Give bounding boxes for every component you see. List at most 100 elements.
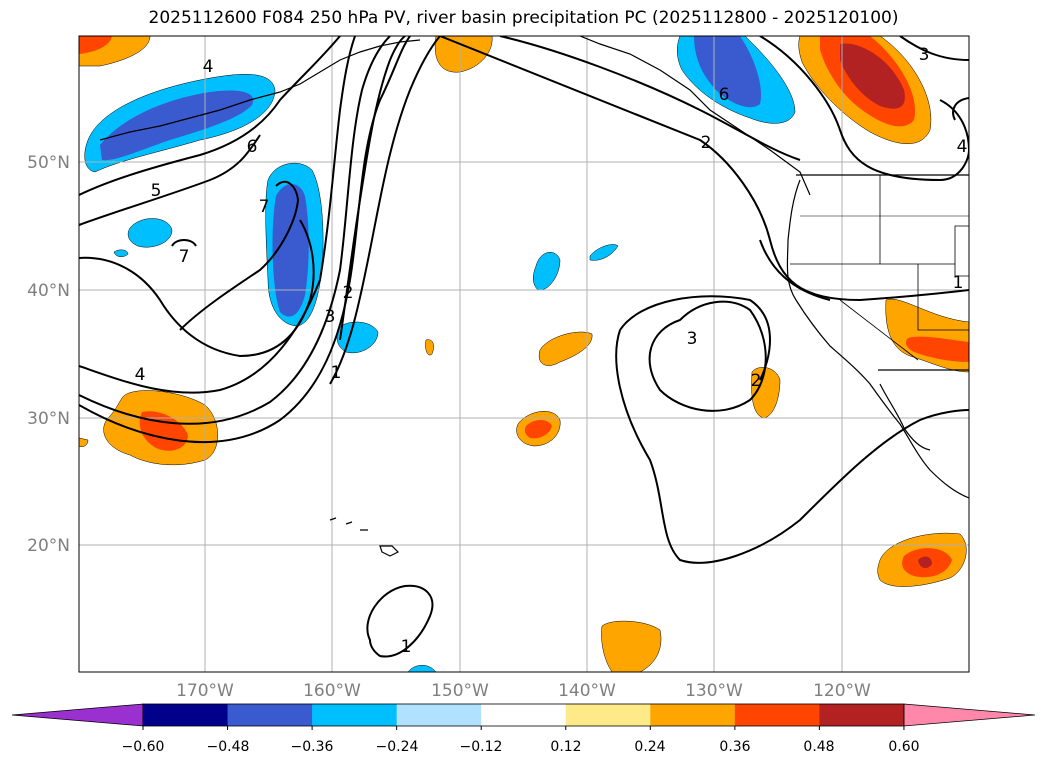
lon-label-140w: 140°W xyxy=(558,681,616,701)
pv-label: 3 xyxy=(687,329,698,349)
pv-contour-ridge xyxy=(439,36,969,302)
pv-label: 4 xyxy=(957,137,968,157)
negative-region-small2 xyxy=(113,249,129,257)
negative-region-small5 xyxy=(589,244,619,261)
lat-label-20n: 20°N xyxy=(27,536,70,556)
colorbar-tick-label: −0.12 xyxy=(460,739,503,755)
negative-core-aleutian xyxy=(100,90,254,161)
pv-label: 2 xyxy=(751,371,762,391)
map-area: 4 5 6 7 7 3 2 1 4 6 2 3 4 3 2 1 1 xyxy=(79,36,969,672)
colorbar-swatch xyxy=(734,704,820,726)
pv-contour-3low xyxy=(648,300,767,412)
pv-label: 5 xyxy=(151,181,162,201)
coastline-westcoast xyxy=(786,179,969,499)
pv-label: 3 xyxy=(919,45,930,65)
lon-label-170w: 170°W xyxy=(176,681,234,701)
latitude-axis: 50°N 40°N 30°N 20°N xyxy=(27,153,70,556)
pv-contour-2south xyxy=(759,239,831,301)
map-frame xyxy=(78,35,970,673)
negative-core-trough xyxy=(272,184,309,317)
pv-label: 2 xyxy=(343,283,354,303)
colorbar-swatches xyxy=(11,703,1036,727)
colorbar-tick-label: 0.36 xyxy=(719,739,750,755)
pv-label: 3 xyxy=(325,307,336,327)
lon-label-150w: 150°W xyxy=(431,681,489,701)
pv-label: 7 xyxy=(259,197,270,217)
pv-contour-2north xyxy=(499,36,801,161)
colorbar-swatch xyxy=(650,704,736,726)
map-title: 2025112600 F084 250 hPa PV, river basin … xyxy=(148,8,899,28)
colorbar: −0.60 −0.48 −0.36 −0.24 −0.12 0.12 0.24 … xyxy=(11,703,1036,755)
lon-label-120w: 120°W xyxy=(813,681,871,701)
pv-contour-7 xyxy=(179,180,300,331)
negative-core-north xyxy=(694,36,762,108)
colorbar-swatch xyxy=(396,704,482,726)
coastline-bc xyxy=(579,36,811,196)
colorbar-under-arrow xyxy=(11,703,144,727)
pv-contour-1low xyxy=(366,584,434,658)
pv-contour-3north xyxy=(759,36,969,182)
lat-label-30n: 30°N xyxy=(27,409,70,429)
pv-label: 4 xyxy=(135,365,146,385)
border-state3 xyxy=(917,264,969,331)
positive-core-mid2 xyxy=(524,420,552,439)
colorbar-swatch xyxy=(819,704,905,726)
pv-contour-6 xyxy=(79,134,261,226)
pv-label: 1 xyxy=(953,273,964,293)
pv-label: 1 xyxy=(401,637,412,657)
longitude-axis: 170°W 160°W 150°W 140°W 130°W 120°W xyxy=(176,681,871,701)
pv-contour-3ne xyxy=(899,36,969,61)
colorbar-tick-label: 0.12 xyxy=(550,739,581,755)
colorbar-tick-label: 0.24 xyxy=(634,739,665,755)
colorbar-swatch xyxy=(312,704,398,726)
negative-region-small1 xyxy=(127,218,173,248)
precip-pc-shading xyxy=(79,36,969,672)
pv-contours xyxy=(79,36,969,658)
hawaii-islands xyxy=(329,517,400,557)
positive-region-south xyxy=(601,620,662,672)
pv-contour-2loop xyxy=(619,295,771,381)
positive-region-mid xyxy=(538,331,593,366)
pv-label: 2 xyxy=(701,133,712,153)
pv-label: 6 xyxy=(719,85,730,105)
pv-contour-5 xyxy=(79,36,341,196)
colorbar-tick-label: 0.48 xyxy=(803,739,834,755)
colorbar-tick-label: 0.60 xyxy=(888,739,919,755)
pv-contour-loop xyxy=(79,219,315,358)
lon-label-160w: 160°W xyxy=(303,681,361,701)
pv-contour-7b xyxy=(171,239,197,247)
colorbar-tick-label: −0.24 xyxy=(376,739,419,755)
pv-label: 4 xyxy=(203,57,214,77)
pv-label: 6 xyxy=(247,137,258,157)
colorbar-tick-label: −0.60 xyxy=(122,739,165,755)
pv-label: 1 xyxy=(331,363,342,383)
colorbar-tick-label: −0.36 xyxy=(291,739,334,755)
pv-contour-outer2 xyxy=(79,36,391,425)
colorbar-tick-label: −0.48 xyxy=(207,739,250,755)
positive-region-small2 xyxy=(425,339,434,356)
colorbar-frame xyxy=(142,703,905,727)
colorbar-swatch xyxy=(143,704,229,726)
pv-label: 7 xyxy=(179,247,190,267)
gridlines xyxy=(79,36,969,672)
positive-core-mexico xyxy=(918,556,932,569)
border-state6 xyxy=(954,225,969,277)
colorbar-ticks xyxy=(142,726,905,730)
pv-contour-1mid xyxy=(329,36,441,385)
lon-label-130w: 130°W xyxy=(685,681,743,701)
positive-region-coast xyxy=(751,367,781,419)
lat-label-50n: 50°N xyxy=(27,153,70,173)
pv-contour-2mid xyxy=(339,36,406,341)
pv-contour-labels: 4 5 6 7 7 3 2 1 4 6 2 3 4 3 2 1 1 xyxy=(135,45,968,657)
positive-core-california xyxy=(906,336,969,362)
colorbar-tick-labels: −0.60 −0.48 −0.36 −0.24 −0.12 0.12 0.24 … xyxy=(122,739,920,755)
colorbar-swatch xyxy=(565,704,651,726)
border-state4 xyxy=(839,299,919,361)
positive-core-ne xyxy=(840,43,905,109)
colorbar-swatch xyxy=(481,704,567,726)
pv-contour-4 xyxy=(79,36,356,394)
positive-core-topleft xyxy=(79,36,112,54)
lat-label-40n: 40°N xyxy=(27,281,70,301)
colorbar-swatch xyxy=(227,704,313,726)
